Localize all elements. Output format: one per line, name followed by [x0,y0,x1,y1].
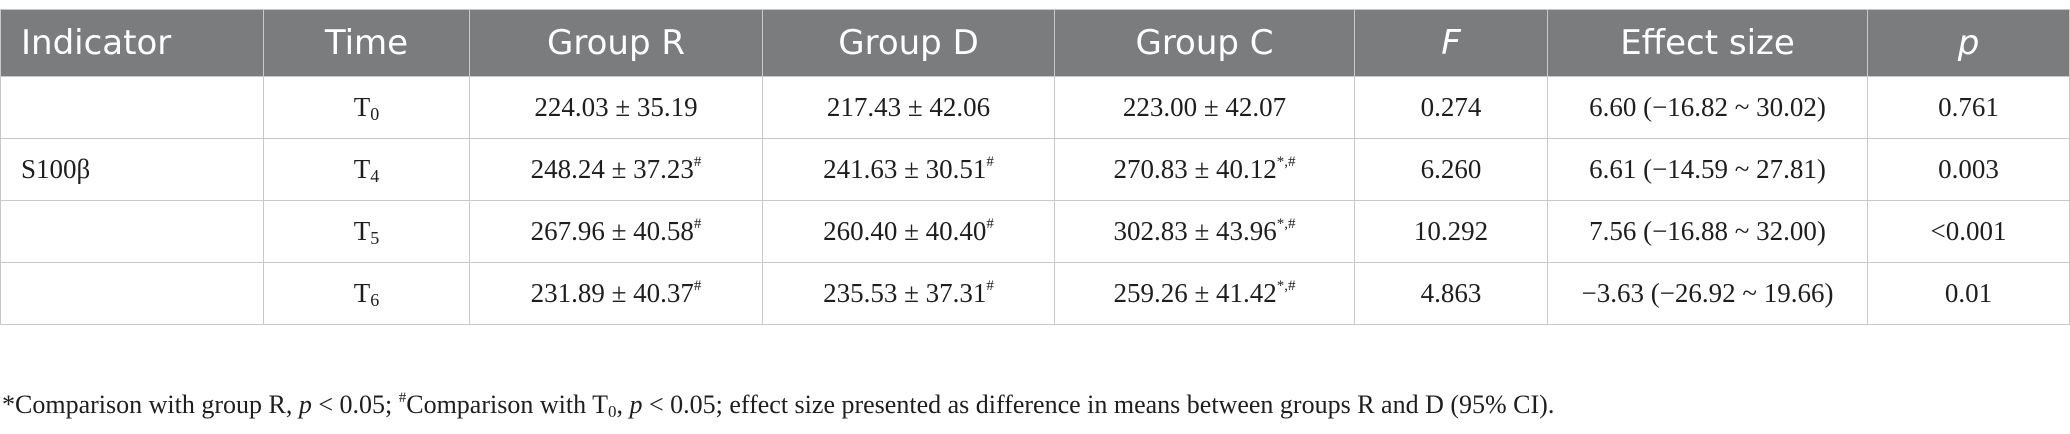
header-p: p [1867,9,2070,77]
time-cell: T0 [263,76,470,139]
p-cell: 0.003 [1867,138,2070,201]
f-cell: 0.274 [1354,76,1548,139]
header-row: Indicator Time Group R Group D Group C F… [0,9,2070,77]
effect-size-cell: 6.61 (−14.59 ~ 27.81) [1547,138,1868,201]
time-label: T [353,278,371,308]
group-d-cell: 241.63 ± 30.51# [762,138,1055,201]
group-c-cell: 259.26 ± 41.42*,# [1054,262,1355,325]
time-subscript: 0 [370,104,380,124]
group-r-cell: 267.96 ± 40.58# [469,200,763,263]
f-cell: 10.292 [1354,200,1548,263]
footnote-text-5: < 0.05; effect size presented as differe… [642,390,1555,419]
header-group-d: Group D [762,9,1055,77]
results-table-container: Indicator Time Group R Group D Group C F… [0,9,2070,325]
header-group-c: Group C [1054,9,1355,77]
group-d-value: 217.43 ± 42.06 [826,92,991,122]
time-cell: T5 [263,200,470,263]
group-r-cell: 231.89 ± 40.37# [469,262,763,325]
table-row: T0 224.03 ± 35.19 217.43 ± 42.06 223.00 … [0,76,2070,139]
header-effect-size: Effect size [1547,9,1868,77]
time-cell: T6 [263,262,470,325]
group-c-mark: *,# [1276,278,1296,294]
p-cell: 0.761 [1867,76,2070,139]
group-d-cell: 217.43 ± 42.06 [762,76,1055,139]
p-cell: 0.01 [1867,262,2070,325]
footnote-p-1: p [298,390,312,419]
group-c-mark: *,# [1276,154,1296,170]
footnote-text-4: , [616,390,630,419]
footnote-star-mark: * [2,390,15,419]
table-footnote: *Comparison with group R, p < 0.05; #Com… [2,390,1554,420]
time-subscript: 6 [370,290,380,310]
group-d-mark: # [986,216,994,232]
indicator-cell [0,200,264,263]
group-r-value: 231.89 ± 40.37 [530,278,694,308]
time-label: T [353,92,371,122]
group-c-cell: 302.83 ± 43.96*,# [1054,200,1355,263]
f-cell: 6.260 [1354,138,1548,201]
group-r-mark: # [693,154,702,170]
group-r-mark: # [693,216,702,232]
group-d-value: 260.40 ± 40.40 [823,216,987,246]
footnote-text-3: Comparison with T [406,390,608,419]
table-row: T5 267.96 ± 40.58# 260.40 ± 40.40# 302.8… [0,200,2070,263]
table-row: S100β T4 248.24 ± 37.23# 241.63 ± 30.51#… [0,138,2070,201]
group-d-cell: 235.53 ± 37.31# [762,262,1055,325]
header-indicator: Indicator [0,9,264,77]
time-cell: T4 [263,138,470,201]
group-d-mark: # [986,278,994,294]
group-r-value: 224.03 ± 35.19 [534,92,698,122]
footnote-p-2: p [629,390,643,419]
group-r-value: 267.96 ± 40.58 [530,216,694,246]
results-table: Indicator Time Group R Group D Group C F… [0,9,2070,325]
group-d-cell: 260.40 ± 40.40# [762,200,1055,263]
group-c-value: 302.83 ± 43.96 [1113,216,1277,246]
header-f: F [1354,9,1548,77]
header-group-r: Group R [469,9,763,77]
group-c-value: 223.00 ± 42.07 [1122,92,1287,122]
footnote-t-subscript: 0 [607,402,617,421]
group-r-cell: 248.24 ± 37.23# [469,138,763,201]
time-label: T [353,216,371,246]
group-c-cell: 223.00 ± 42.07 [1054,76,1355,139]
table-row: T6 231.89 ± 40.37# 235.53 ± 37.31# 259.2… [0,262,2070,325]
group-c-mark: *,# [1276,216,1296,232]
footnote-text-2: < 0.05; [311,390,399,419]
f-cell: 4.863 [1354,262,1548,325]
header-time: Time [263,9,470,77]
group-c-value: 259.26 ± 41.42 [1113,278,1277,308]
time-subscript: 4 [370,166,380,186]
group-c-value: 270.83 ± 40.12 [1113,154,1277,184]
effect-size-cell: 7.56 (−16.88 ~ 32.00) [1547,200,1868,263]
group-c-cell: 270.83 ± 40.12*,# [1054,138,1355,201]
group-r-value: 248.24 ± 37.23 [530,154,694,184]
effect-size-cell: −3.63 (−26.92 ~ 19.66) [1547,262,1868,325]
group-r-cell: 224.03 ± 35.19 [469,76,763,139]
group-r-mark: # [693,278,702,294]
effect-size-cell: 6.60 (−16.82 ~ 30.02) [1547,76,1868,139]
group-d-value: 241.63 ± 30.51 [823,154,987,184]
footnote-hash-mark: # [398,390,407,406]
p-cell: <0.001 [1867,200,2070,263]
indicator-cell [0,262,264,325]
group-d-mark: # [986,154,994,170]
time-subscript: 5 [370,228,380,248]
time-label: T [353,154,371,184]
indicator-cell: S100β [0,138,264,201]
footnote-text-1: Comparison with group R, [15,390,299,419]
indicator-cell [0,76,264,139]
group-d-value: 235.53 ± 37.31 [823,278,987,308]
